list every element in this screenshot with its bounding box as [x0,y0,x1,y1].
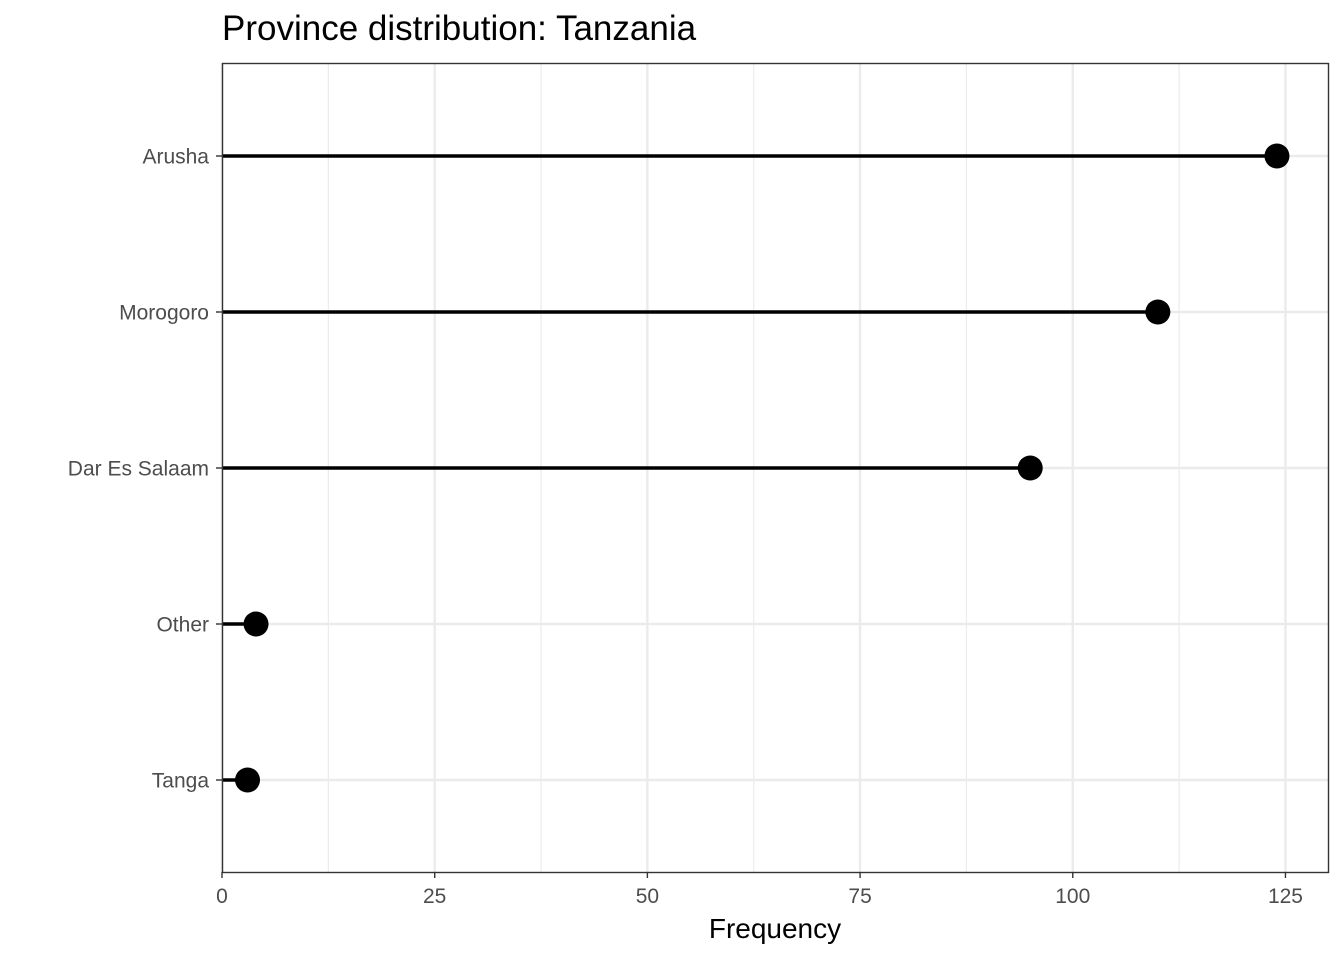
y-tick-label: Arusha [142,146,209,169]
x-tick-label: 75 [848,885,871,908]
x-tick-label: 125 [1268,885,1303,908]
lollipop-marks [222,143,1290,793]
y-tick-label: Other [156,614,209,637]
lollipop-point [1017,455,1043,481]
plot-panel-border [221,62,1330,874]
y-tick-label: Dar Es Salaam [68,458,209,481]
lollipop-point [1264,143,1290,169]
lollipop-point [1145,299,1171,325]
lollipop-point [235,767,261,793]
x-axis-title: Frequency [709,913,841,944]
y-tick-label: Morogoro [119,302,209,325]
y-axis: Arusha Morogoro Dar Es Salaam Other Tanga [68,146,222,793]
x-axis: 0 25 50 75 100 125 [216,872,1303,908]
x-tick-label: 100 [1055,885,1090,908]
x-tick-label: 25 [423,885,446,908]
x-tick-label: 50 [636,885,659,908]
y-tick-label: Tanga [152,770,210,793]
x-tick-label: 0 [216,885,228,908]
lollipop-point [243,611,269,637]
chart-title: Province distribution: Tanzania [222,9,697,48]
